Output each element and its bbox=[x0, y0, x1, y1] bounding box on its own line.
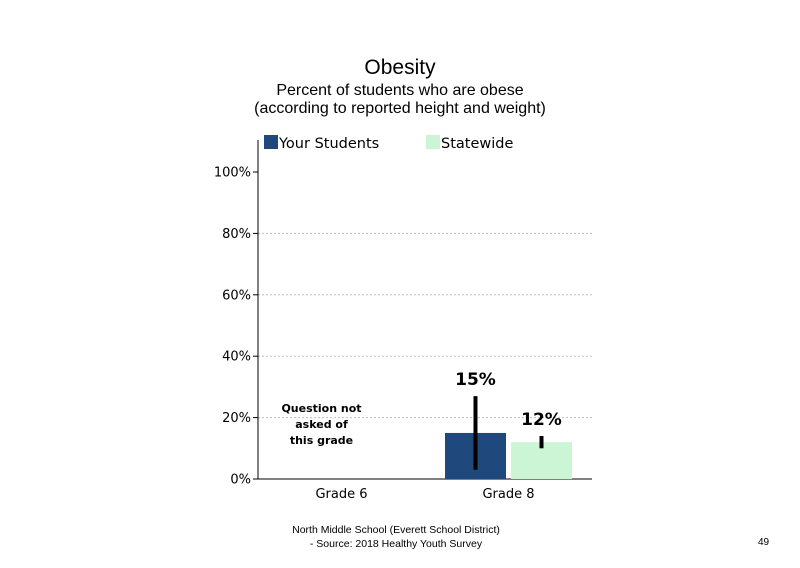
data-label: 15% bbox=[455, 370, 496, 390]
chart-subtitle-line1: Percent of students who are obese bbox=[276, 82, 524, 99]
y-tick-label: 40% bbox=[222, 350, 251, 365]
legend-swatch bbox=[264, 135, 278, 149]
footer-source: - Source: 2018 Healthy Youth Survey bbox=[309, 538, 483, 550]
no-data-annotation: Question not bbox=[281, 402, 361, 415]
legend-label: Your Students bbox=[278, 136, 379, 152]
x-tick-label: Grade 8 bbox=[482, 487, 534, 502]
no-data-annotation: this grade bbox=[290, 434, 353, 447]
footer-school: North Middle School (Everett School Dist… bbox=[292, 524, 500, 536]
chart-title: Obesity bbox=[364, 56, 436, 79]
y-tick-label: 100% bbox=[214, 166, 251, 181]
x-tick-label: Grade 6 bbox=[315, 487, 367, 502]
y-tick-label: 20% bbox=[222, 411, 251, 426]
y-tick-label: 60% bbox=[222, 288, 251, 303]
legend-label: Statewide bbox=[441, 136, 513, 152]
chart-subtitle-line2: (according to reported height and weight… bbox=[254, 100, 546, 117]
y-tick-label: 0% bbox=[230, 473, 251, 488]
legend-swatch bbox=[426, 135, 440, 149]
page-number: 49 bbox=[758, 537, 770, 548]
no-data-annotation: asked of bbox=[295, 418, 348, 431]
data-label: 12% bbox=[521, 410, 562, 430]
y-tick-label: 80% bbox=[222, 227, 251, 242]
